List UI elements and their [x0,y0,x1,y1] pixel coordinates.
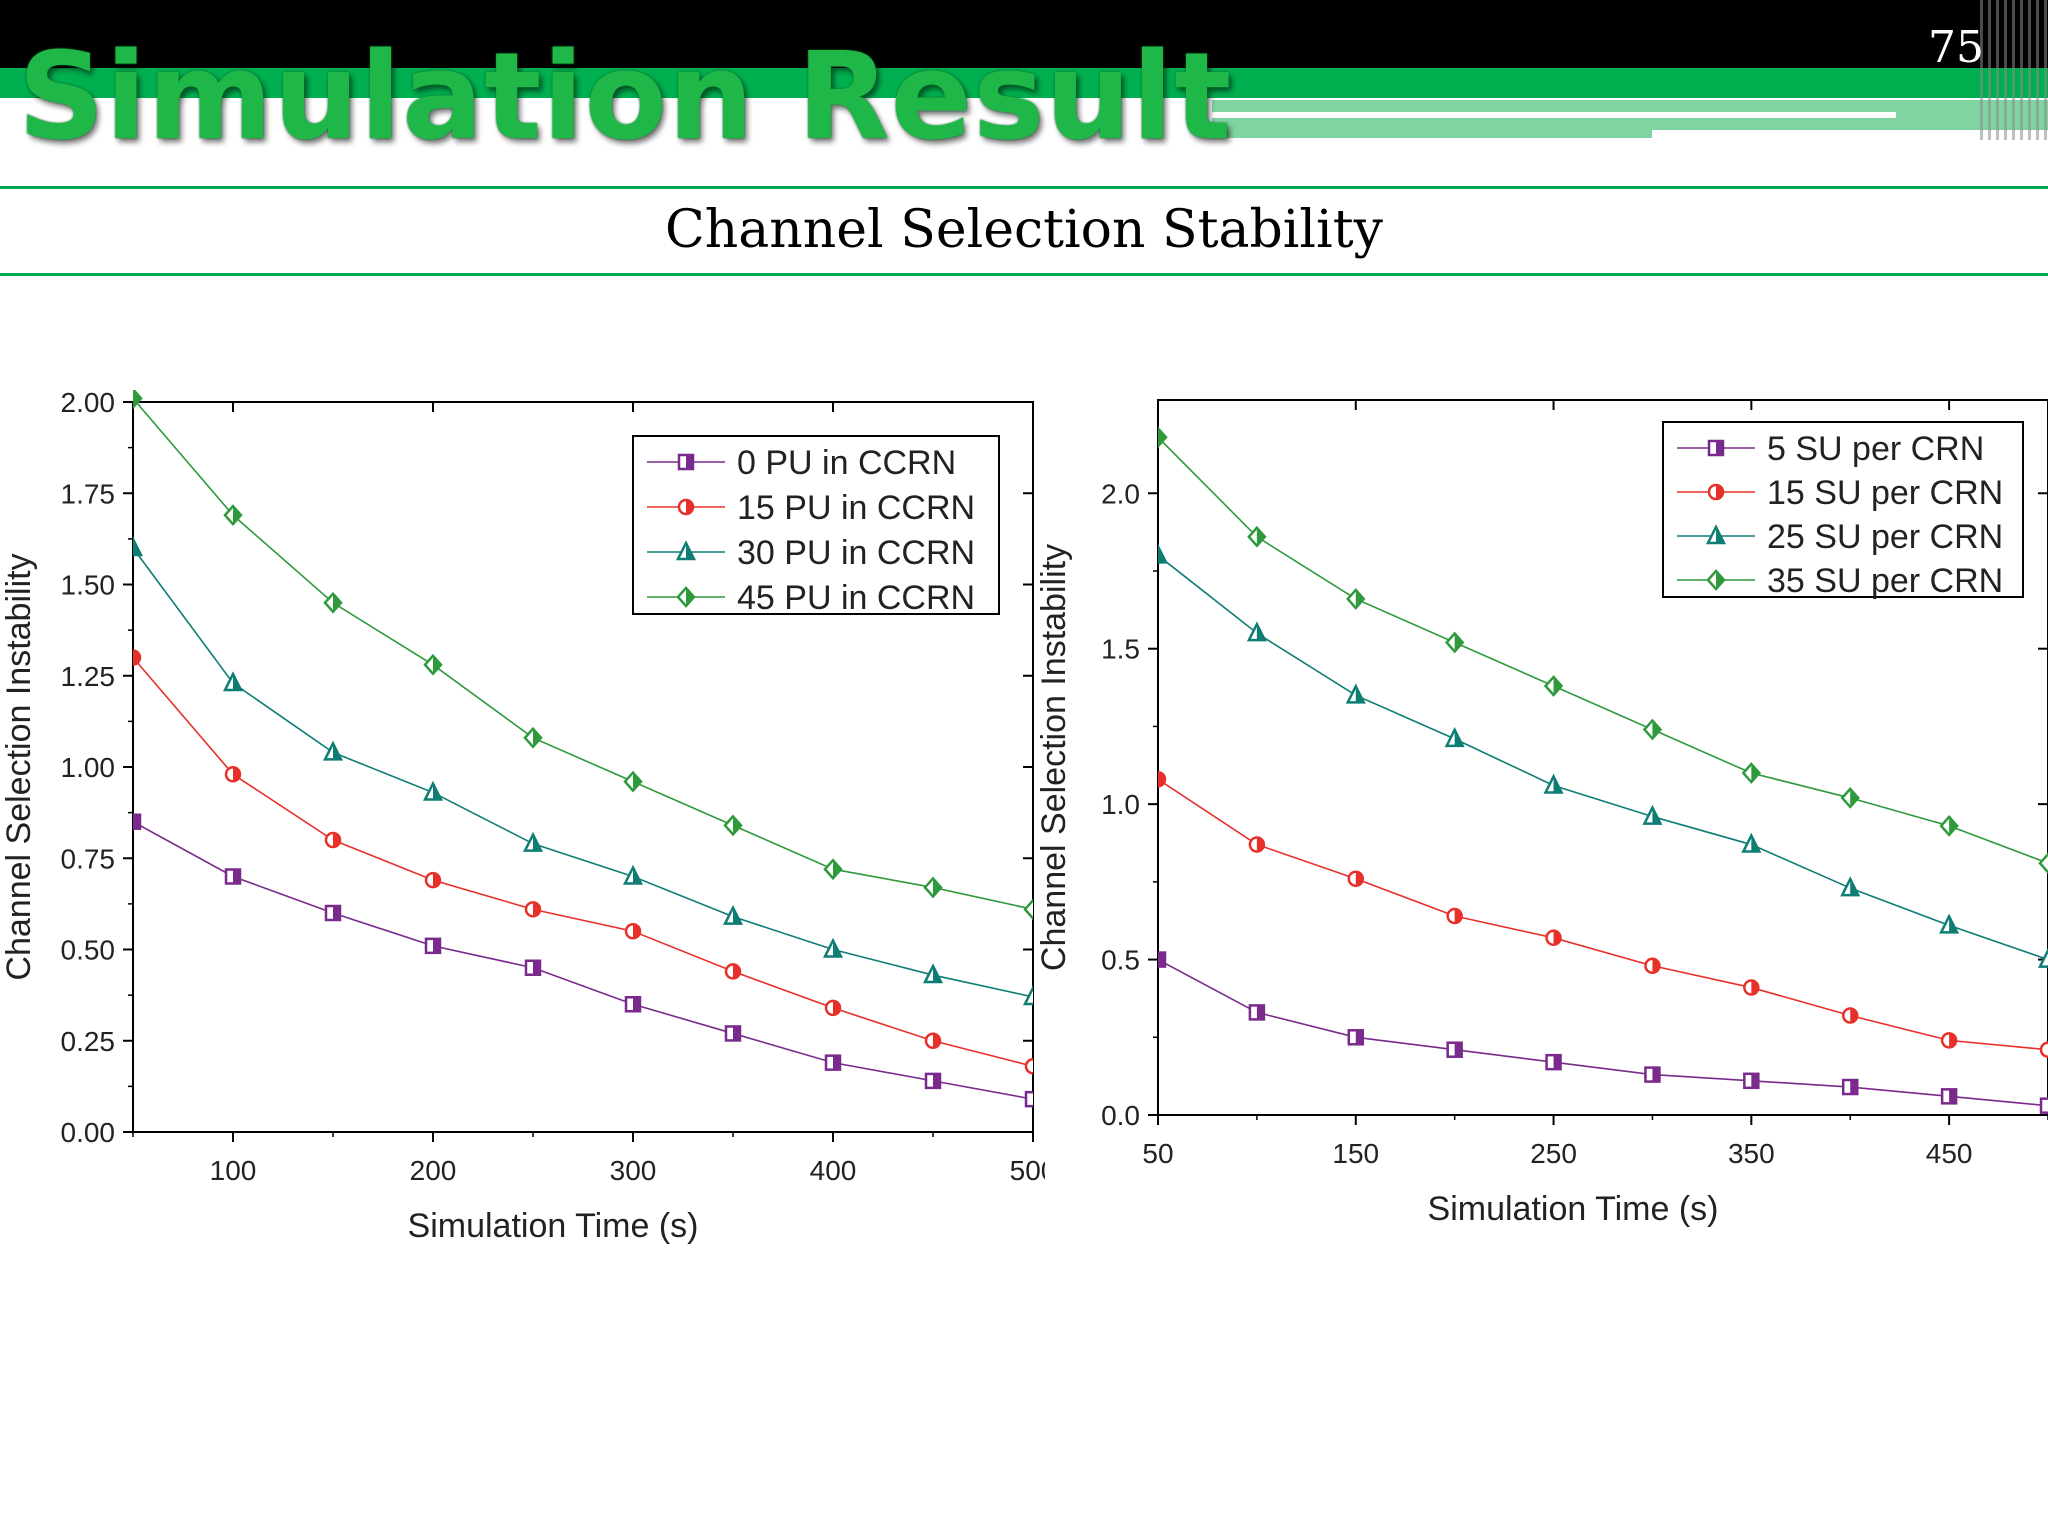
legend-label: 25 SU per CRN [1767,518,2003,556]
x-axis-label: Simulation Time (s) [408,1207,699,1245]
chart-pu-in-ccrn: 100 200 300 400 500 0.00 0.25 0.50 0.75 1.00 1.25 1… [0,387,1045,1245]
plot-frame [1157,399,2048,1116]
x-axis-label: Simulation Time (s) [1428,1190,1719,1228]
series-line [133,397,1033,911]
subtitle-rule-top [0,186,2048,189]
series-line [133,821,1033,1100]
slide-title: Simulation Result [18,28,1233,167]
legend-label: 0 PU in CCRN [737,444,956,482]
header-light-stripe [1212,112,1896,118]
series-group [1158,426,2048,1114]
data-point [1024,1058,1033,1075]
series-line [1158,436,2048,864]
x-tick-label: 350 [1728,1138,1775,1169]
chart-su-per-crn: 50 150 250 350 450 0.0 0.5 1.0 1.5 2.0 Simulation … [1040,399,2048,1228]
x-tick-label: 300 [610,1155,657,1186]
y-tick-label: 1.75 [61,478,116,509]
data-point [2038,852,2048,875]
header-black-band [0,0,2048,68]
y-tick-label: 0.75 [61,843,116,874]
y-axis-label: Channel Selection Instability [0,553,38,980]
x-tick-label: 400 [810,1155,857,1186]
legend-label: 35 SU per CRN [1767,562,2003,600]
legend-label: 45 PU in CCRN [737,579,975,617]
y-tick-label: 0.5 [1101,945,1140,976]
series-line [1158,778,2048,1051]
x-tick-label: 200 [410,1155,457,1186]
x-tick-label: 450 [1926,1138,1973,1169]
x-tick-label: 100 [210,1155,257,1186]
x-tick-label: 250 [1530,1138,1577,1169]
y-tick-label: 1.0 [1101,789,1140,820]
y-tick-label: 1.50 [61,570,116,601]
y-tick-label: 0.25 [61,1026,116,1057]
legend-label: 15 SU per CRN [1767,474,2003,512]
y-tick-label: 0.50 [61,935,116,966]
series-line [133,547,1033,998]
data-point [1023,898,1033,921]
y-axis-label: Channel Selection Instability [1040,544,1073,971]
legend-label: 5 SU per CRN [1767,430,1984,468]
data-point [1024,1090,1033,1108]
y-tick-label: 2.0 [1101,478,1140,509]
y-tick-label: 1.5 [1101,634,1140,665]
header-green-band [0,68,2048,98]
y-tick-label: 0.00 [61,1117,116,1148]
slide-subtitle: Channel Selection Stability [665,200,1383,260]
data-point [2039,1097,2048,1114]
header-vertical-stripes [1980,0,2048,140]
series-line [133,656,1033,1068]
legend-label: 15 PU in CCRN [737,489,975,527]
y-tick-label: 0.0 [1101,1100,1140,1131]
x-tick-label: 50 [1142,1138,1173,1169]
data-point [2037,947,2048,968]
series-line [1158,958,2048,1107]
series-line [1158,554,2048,961]
y-tick-label: 2.00 [61,387,116,418]
data-point [1022,985,1033,1006]
series-group [133,390,1033,1108]
header-light-stripe-lower [1652,130,2048,140]
x-tick-label: 150 [1332,1138,1379,1169]
legend-label: 30 PU in CCRN [737,534,975,572]
page-number: 75 [1928,22,1984,73]
data-point [2039,1041,2048,1058]
y-tick-label: 1.25 [61,661,116,692]
x-tick-label: 500 [1010,1155,1045,1186]
subtitle-rule-bottom [0,273,2048,276]
y-tick-label: 1.00 [61,752,116,783]
slide-header: Simulation Result 75 [0,0,2048,190]
